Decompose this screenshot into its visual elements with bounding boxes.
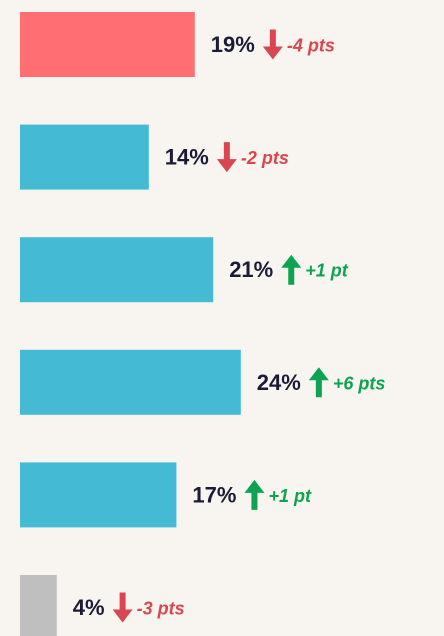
change-arrow (308, 367, 329, 398)
bar (20, 124, 149, 190)
bar (20, 237, 214, 303)
change-label: -3 pts (137, 599, 185, 619)
change-label: +6 pts (333, 373, 386, 393)
change-arrow (112, 592, 133, 623)
bar (20, 349, 241, 415)
change-arrow (281, 254, 302, 285)
change-arrow (216, 142, 237, 173)
change-label: -2 pts (241, 148, 289, 168)
value-label: 24% (257, 370, 301, 395)
change-label: +1 pt (268, 486, 312, 506)
change-arrow (262, 29, 283, 60)
bar (20, 12, 195, 77)
bar (20, 462, 177, 528)
change-arrow (244, 479, 265, 510)
value-label: 21% (229, 257, 273, 282)
bar (20, 575, 57, 636)
value-label: 4% (73, 595, 105, 620)
value-label: 17% (192, 482, 236, 507)
value-label: 14% (165, 145, 209, 170)
change-label: +1 pt (305, 261, 349, 281)
change-label: -4 pts (287, 36, 335, 56)
value-label: 19% (211, 32, 255, 57)
